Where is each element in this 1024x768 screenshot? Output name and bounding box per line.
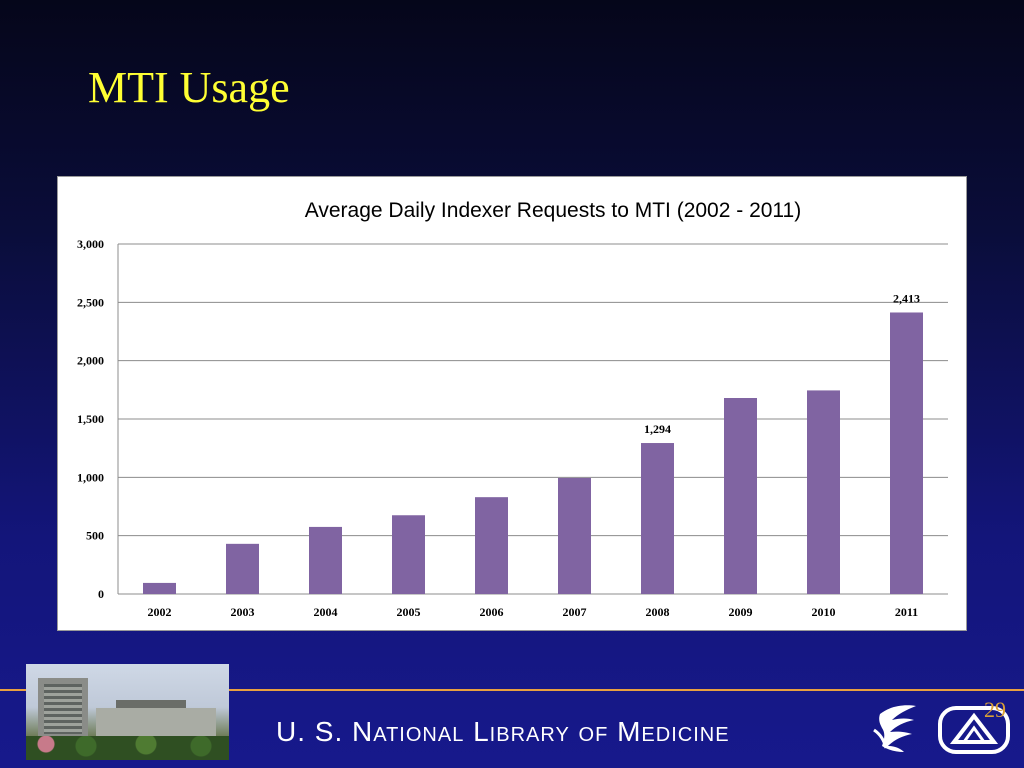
y-tick-label: 0 — [98, 587, 104, 601]
bar — [641, 443, 674, 594]
y-tick-label: 500 — [86, 529, 104, 543]
footer-rule — [0, 689, 1024, 691]
nlm-logo-icon — [938, 706, 1010, 754]
bar — [807, 390, 840, 594]
data-label: 2,413 — [893, 291, 920, 305]
bar — [143, 582, 176, 594]
bar — [558, 477, 591, 594]
photo-hall — [96, 708, 216, 738]
x-tick-label: 2007 — [563, 605, 587, 619]
bar — [890, 312, 923, 594]
x-tick-label: 2011 — [895, 605, 918, 619]
y-tick-label: 1,500 — [77, 412, 104, 426]
hhs-eagle-icon — [873, 705, 916, 752]
x-tick-label: 2005 — [397, 605, 421, 619]
library-building-photo — [26, 664, 229, 760]
x-tick-label: 2006 — [480, 605, 504, 619]
slide-title: MTI Usage — [88, 63, 290, 112]
x-tick-label: 2004 — [314, 605, 338, 619]
y-tick-label: 2,000 — [77, 354, 104, 368]
x-tick-label: 2003 — [231, 605, 255, 619]
x-tick-label: 2008 — [646, 605, 670, 619]
chart-title: Average Daily Indexer Requests to MTI (2… — [305, 199, 801, 222]
y-tick-label: 2,500 — [77, 295, 104, 309]
organization-name: U. S. National Library of Medicine — [276, 716, 730, 747]
data-label: 1,294 — [644, 422, 671, 436]
bar — [475, 497, 508, 594]
bar — [309, 526, 342, 594]
photo-trees — [26, 736, 229, 760]
page-number: 29 — [984, 697, 1006, 722]
x-tick-label: 2002 — [148, 605, 172, 619]
bar — [724, 398, 757, 594]
bar — [226, 543, 259, 594]
bar — [392, 515, 425, 594]
x-tick-label: 2010 — [812, 605, 836, 619]
photo-tower — [38, 678, 88, 740]
photo-roof — [116, 700, 186, 710]
y-tick-label: 1,000 — [77, 470, 104, 484]
chart-panel: Average Daily Indexer Requests to MTI (2… — [57, 176, 967, 631]
y-tick-label: 3,000 — [77, 237, 104, 251]
bar-chart: Average Daily Indexer Requests to MTI (2… — [77, 199, 948, 619]
x-tick-label: 2009 — [729, 605, 753, 619]
